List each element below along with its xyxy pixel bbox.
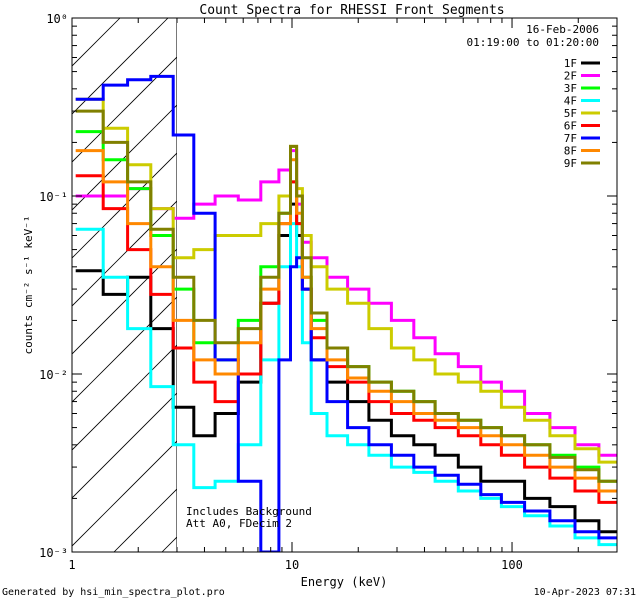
hatch-line (72, 296, 177, 403)
hatch-line (72, 440, 177, 547)
legend-label-4F: 4F (564, 95, 577, 108)
hatch-line (72, 392, 177, 499)
hatch-line (72, 18, 73, 19)
hatch-line (72, 18, 169, 115)
y-tick-label: 10⁰ (46, 12, 68, 26)
y-tick-label: 10⁻² (39, 368, 68, 382)
hatch-line (72, 248, 177, 355)
legend-label-5F: 5F (564, 107, 577, 120)
series-5F (75, 97, 617, 464)
chart-title: Count Spectra for RHESSI Front Segments (199, 3, 504, 18)
x-tick-label: 10 (285, 558, 299, 572)
hatch-line (72, 200, 177, 307)
x-tick-label: 1 (68, 558, 75, 572)
footer-timestamp: 10-Apr-2023 07:31 (534, 587, 636, 598)
legend-label-9F: 9F (564, 157, 577, 170)
y-tick-label: 10⁻³ (39, 546, 68, 560)
series-6F (75, 174, 617, 504)
series-layer (75, 74, 617, 552)
series-8F (75, 149, 617, 493)
legend-label-7F: 7F (564, 132, 577, 145)
axis-ticks: 1 10 100 10⁰ 10⁻¹ 10⁻² 10⁻³ (39, 12, 618, 572)
legend-label-3F: 3F (564, 82, 577, 95)
x-tick-label: 100 (501, 558, 523, 572)
legend-label-8F: 8F (564, 145, 577, 158)
shaded-region (72, 18, 177, 552)
series-9F (75, 109, 617, 483)
hatch-line (72, 152, 177, 259)
legend-label-2F: 2F (564, 70, 577, 83)
annotation-attenuator: Att A0, FDecim 2 (186, 517, 292, 530)
date-label: 16-Feb-2006 (526, 23, 599, 36)
x-axis-label: Energy (keV) (301, 575, 388, 589)
y-tick-label: 10⁻¹ (39, 190, 68, 204)
legend-label-6F: 6F (564, 120, 577, 133)
series-7F (75, 74, 617, 552)
hatch-line (72, 104, 177, 211)
plot-frame (71, 17, 618, 553)
legend-label-1F: 1F (564, 57, 577, 70)
time-range-label: 01:19:00 to 01:20:00 (467, 36, 599, 49)
series-4F (75, 222, 617, 547)
footer-generator: Generated by hsi_min_spectra_plot.pro (2, 587, 225, 598)
y-axis-label: counts cm⁻² s⁻¹ keV⁻¹ (22, 215, 35, 354)
hatch-line (72, 56, 177, 163)
annotation-background: Includes Background (186, 505, 312, 518)
